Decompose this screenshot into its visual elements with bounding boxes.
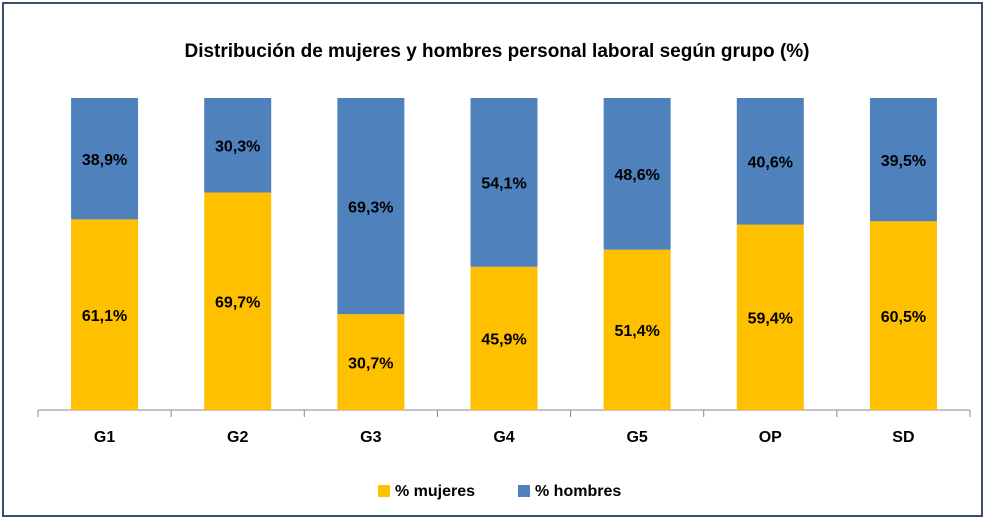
bar-segment	[470, 266, 538, 410]
data-label: 48,6%	[614, 167, 659, 184]
data-label: 39,5%	[881, 153, 926, 170]
x-tick-label: G1	[94, 429, 115, 446]
bar-segment	[736, 224, 804, 410]
bar-segment	[337, 98, 405, 315]
x-tick-label: G5	[626, 429, 647, 446]
data-label: 40,6%	[748, 155, 793, 172]
data-label: 38,9%	[82, 152, 127, 169]
data-label: 59,4%	[748, 311, 793, 328]
bar-segment	[736, 98, 804, 225]
data-label: 69,7%	[215, 294, 260, 311]
x-tick-label: G3	[360, 429, 381, 446]
bar-segment	[470, 98, 538, 267]
legend-swatch	[518, 485, 530, 497]
bar-segment	[869, 98, 937, 222]
x-tick-label: OP	[759, 429, 782, 446]
bar-segment	[603, 249, 671, 410]
x-tick-label: G2	[227, 429, 248, 446]
data-label: 45,9%	[481, 332, 526, 349]
legend-swatch	[378, 485, 390, 497]
x-tick-label: SD	[892, 429, 914, 446]
bar-segment	[204, 192, 272, 410]
data-label: 30,3%	[215, 138, 260, 155]
bar-segment	[603, 98, 671, 250]
bar-segment	[337, 314, 405, 410]
data-label: 61,1%	[82, 308, 127, 325]
bar-segment	[869, 221, 937, 410]
x-tick-label: G4	[493, 429, 514, 446]
bar-segment	[71, 98, 139, 220]
bar-segment	[71, 219, 139, 410]
data-label: 60,5%	[881, 309, 926, 326]
chart-title: Distribución de mujeres y hombres person…	[184, 41, 809, 62]
data-label: 30,7%	[348, 355, 393, 372]
data-label: 69,3%	[348, 199, 393, 216]
data-label: 51,4%	[614, 323, 659, 340]
legend-label: % mujeres	[395, 483, 475, 500]
legend-label: % hombres	[535, 483, 621, 500]
data-label: 54,1%	[481, 176, 526, 193]
bar-segment	[204, 98, 272, 193]
